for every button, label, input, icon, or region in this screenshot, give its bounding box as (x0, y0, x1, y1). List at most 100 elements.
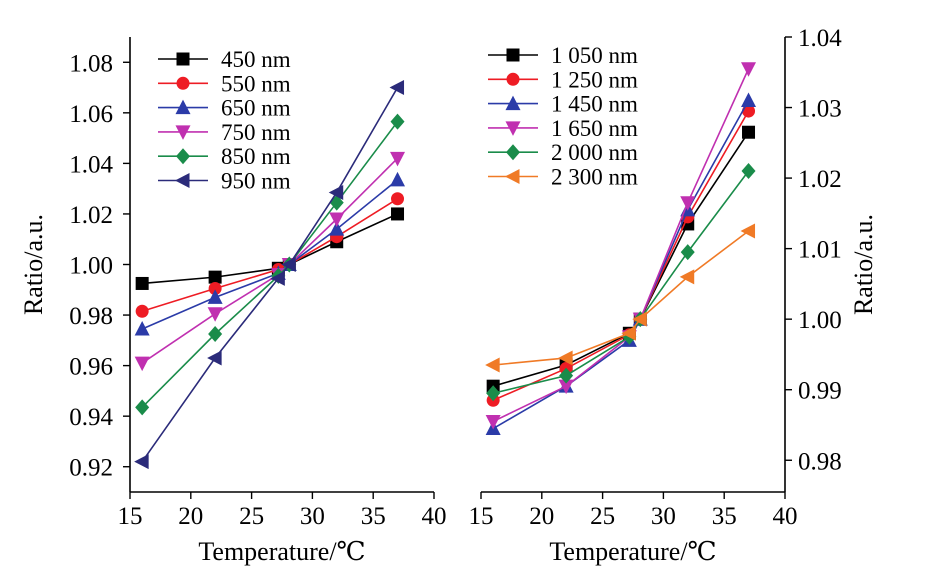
legend-label: 550 nm (221, 71, 291, 96)
y-tick-label: 1.06 (69, 101, 113, 128)
data-point (486, 385, 501, 402)
data-point (740, 223, 756, 239)
data-point (208, 282, 222, 296)
x-axis-title: Temperature/℃ (549, 537, 716, 566)
y-tick-label: 1.04 (69, 151, 113, 178)
y-tick-label: 0.92 (69, 455, 113, 482)
data-point (390, 113, 405, 130)
legend-label: 750 nm (221, 120, 291, 145)
series-line (492, 170, 750, 395)
x-tick-label: 25 (239, 503, 264, 530)
x-tick-label: 40 (773, 503, 798, 530)
legend-label: 2 300 nm (551, 165, 638, 190)
y-tick-label: 1.00 (69, 253, 113, 280)
legend-label: 2 000 nm (551, 140, 638, 165)
data-point (135, 304, 149, 318)
y-tick-label: 1.01 (798, 237, 842, 264)
data-point (391, 207, 405, 221)
x-tick-label: 30 (300, 503, 325, 530)
legend-marker (175, 99, 191, 115)
legend-marker (506, 144, 520, 161)
x-tick-label: 35 (712, 503, 737, 530)
x-tick-label: 35 (361, 503, 386, 530)
data-point (390, 171, 406, 187)
legend-marker (176, 148, 190, 165)
legend-marker (506, 48, 520, 62)
series-650nm (134, 171, 406, 336)
legend-label: 850 nm (221, 144, 291, 169)
y-tick-label: 1.00 (798, 307, 842, 334)
y-tick-label: 0.98 (69, 303, 113, 330)
data-point (558, 350, 573, 366)
data-point (135, 399, 150, 416)
series-line (142, 213, 398, 285)
data-point (389, 80, 405, 96)
legend-item: 550 nm (158, 71, 291, 96)
data-point (680, 196, 696, 211)
legend-marker (176, 52, 190, 66)
y-tick-label: 1.03 (798, 96, 842, 123)
data-point (328, 184, 344, 200)
data-point (741, 163, 756, 180)
x-tick-label: 15 (118, 503, 143, 530)
legend-item: 1 250 nm (488, 67, 638, 92)
x-axis-title: Temperature/℃ (198, 537, 365, 566)
chart-panel-right: 15 20 25 30 35 40 0.98 0.99 1.00 1.01 1.02 1.03 1.04… (469, 25, 879, 566)
legend-marker (176, 76, 190, 90)
data-point (632, 311, 647, 327)
x-tick-label: 40 (422, 503, 447, 530)
y-tick-label: 0.96 (69, 354, 113, 381)
data-point (134, 356, 150, 372)
legend-marker (506, 72, 520, 86)
legend-item: 750 nm (158, 120, 291, 145)
data-point (621, 325, 636, 341)
legend-label: 1 450 nm (551, 92, 638, 117)
data-point (270, 270, 285, 286)
x-tick-label: 20 (178, 503, 203, 530)
legend-item: 1 650 nm (488, 116, 638, 141)
series-950nm (134, 80, 405, 470)
y-tick-label: 0.99 (798, 378, 842, 405)
series-2300nm (485, 223, 756, 373)
data-point (207, 289, 223, 304)
y-tick-label: 1.08 (69, 50, 113, 77)
legend-label: 1 250 nm (551, 67, 638, 92)
data-point (329, 212, 345, 227)
series-line (141, 179, 399, 330)
data-point (134, 454, 149, 470)
x-tick-label: 15 (469, 503, 494, 530)
data-point (208, 270, 222, 284)
data-point (741, 62, 757, 77)
legend-item: 850 nm (158, 144, 291, 169)
legend-item: 2 300 nm (488, 165, 638, 190)
chart-panel-left: 15 20 25 30 35 40 0.92 0.94 0.96 0.98 1.00 1.02 1.04… (19, 37, 447, 566)
y-axis-title: Ratio/a.u. (849, 214, 878, 315)
data-point (329, 221, 345, 236)
data-point (135, 276, 149, 290)
y-tick-label: 1.02 (69, 202, 113, 229)
data-point (208, 326, 223, 343)
legend-item: 1 050 nm (488, 43, 638, 68)
legend-marker (505, 169, 520, 184)
legend-marker (175, 125, 191, 140)
legend-item: 450 nm (158, 47, 291, 72)
x-tick-label: 20 (529, 503, 554, 530)
legend-label: 950 nm (221, 169, 291, 194)
data-point (742, 125, 756, 139)
data-point (559, 367, 574, 384)
series-2000nm (486, 163, 756, 402)
data-point (680, 244, 695, 261)
data-point (391, 192, 405, 206)
legend-label: 1 650 nm (551, 116, 638, 141)
data-point (207, 350, 222, 366)
series-line (493, 230, 750, 366)
data-point (485, 414, 501, 430)
x-tick-label: 25 (590, 503, 615, 530)
legend-marker (175, 173, 190, 188)
legend-marker (505, 95, 521, 111)
legend-item: 950 nm (158, 169, 291, 194)
x-tick-label: 30 (651, 503, 676, 530)
